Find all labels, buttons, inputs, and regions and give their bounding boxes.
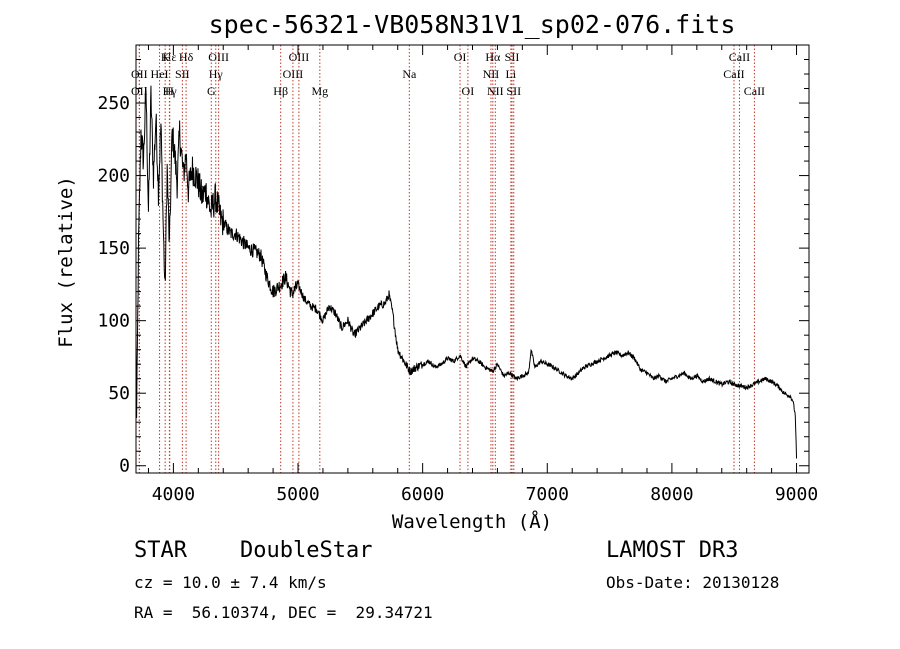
line-label-9: NII xyxy=(487,84,504,98)
line-label-20: HeI xyxy=(151,67,169,81)
x-tick-label: 6000 xyxy=(401,484,444,505)
line-label-26: Hγ xyxy=(209,67,224,81)
line-label-10: SII xyxy=(505,50,520,64)
plot-frame xyxy=(135,44,810,474)
x-tick-label: 5000 xyxy=(276,484,319,505)
axes: 4000 5000 6000 7000 8000 9000 0 50 100 150 200 250 xyxy=(97,44,818,505)
line-label-15: CaII xyxy=(744,84,765,98)
line-label-1: OIII xyxy=(289,50,310,64)
line-label-8: NII xyxy=(483,67,500,81)
line-label-5: OI xyxy=(454,50,467,64)
x-tick-label: 9000 xyxy=(775,484,818,505)
y-axis-label: Flux (relative) xyxy=(55,176,77,348)
y-tick-label: 200 xyxy=(97,166,130,187)
cz-value: cz = 10.0 ± 7.4 km/s xyxy=(134,573,327,592)
line-label-2: OIII xyxy=(283,67,304,81)
x-tick-label: 4000 xyxy=(152,484,195,505)
survey-label: LAMOST DR3 xyxy=(606,538,739,563)
emission-line-markers: HβOIIIOIIIMgNaOIOIHαNIINIISIILiSIICaIICa… xyxy=(131,45,765,473)
line-label-17: K xyxy=(161,50,170,64)
line-label-0: Hβ xyxy=(273,84,288,98)
x-axis-label: Wavelength (Å) xyxy=(392,510,552,533)
line-label-14: CaII xyxy=(723,67,744,81)
line-label-22: OII xyxy=(131,84,148,98)
line-label-24: H xyxy=(165,84,174,98)
y-tick-label: 250 xyxy=(97,93,130,114)
line-label-12: SII xyxy=(506,84,521,98)
line-label-25: OIII xyxy=(208,50,229,64)
line-label-7: Hα xyxy=(485,50,501,64)
line-label-6: OI xyxy=(462,84,475,98)
series-spectrum xyxy=(135,85,798,459)
chart-title: spec-56321-VB058N31V1_sp02-076.fits xyxy=(209,10,736,39)
object-subclass: DoubleStar xyxy=(240,538,373,563)
line-label-11: Li xyxy=(506,67,517,81)
ra-dec: RA = 56.10374, DEC = 29.34721 xyxy=(134,603,433,622)
series-layer xyxy=(135,85,798,459)
line-label-23: Hγ xyxy=(163,84,178,98)
x-tick-label: 7000 xyxy=(526,484,569,505)
line-label-4: Na xyxy=(402,67,417,81)
object-class: STAR xyxy=(134,538,187,563)
line-label-21: SII xyxy=(175,67,190,81)
line-label-27: G xyxy=(207,84,216,98)
y-tick-label: 50 xyxy=(108,383,130,404)
y-tick-label: 0 xyxy=(119,456,130,477)
line-label-3: Mg xyxy=(311,84,328,98)
obs-date: Obs-Date: 20130128 xyxy=(606,573,780,592)
x-tick-label: 8000 xyxy=(650,484,693,505)
line-label-16: Hδ xyxy=(179,50,194,64)
y-tick-label: 150 xyxy=(97,238,130,259)
y-tick-label: 100 xyxy=(97,311,130,332)
line-label-13: CaII xyxy=(729,50,750,64)
